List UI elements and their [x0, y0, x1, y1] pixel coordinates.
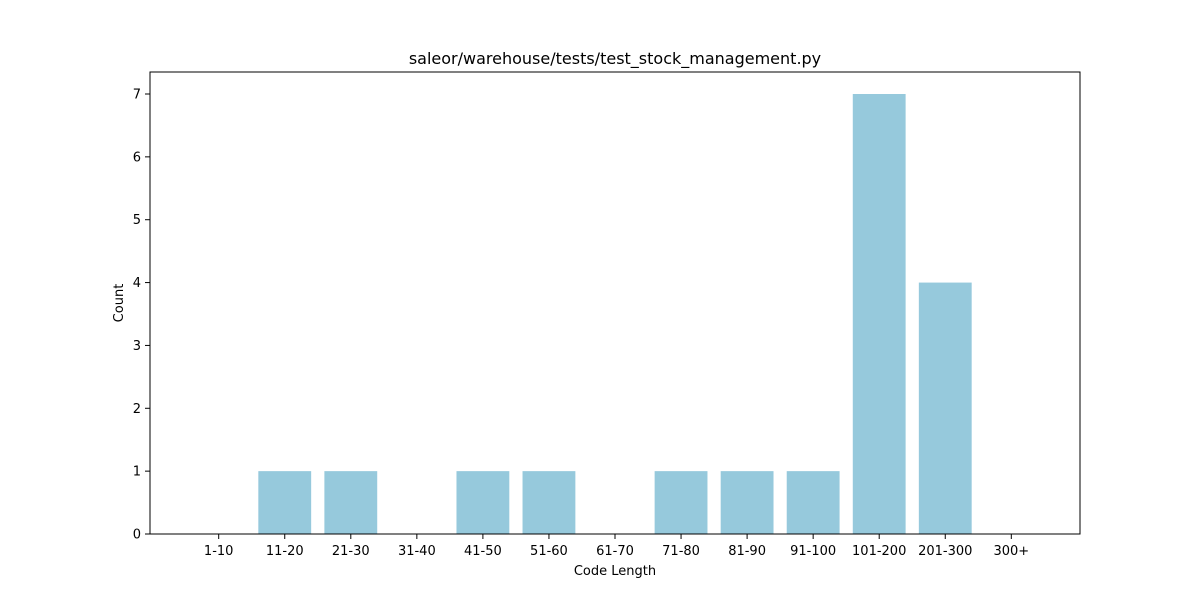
bars-layer: [258, 94, 972, 534]
x-tick-label: 21-30: [332, 544, 370, 559]
x-axis-label: Code Length: [574, 564, 656, 579]
x-tick-label: 51-60: [530, 544, 568, 559]
plot-frame: [149, 71, 1081, 535]
y-tick-label: 7: [133, 88, 141, 103]
bar-21-30: [324, 471, 378, 534]
chart-title: saleor/warehouse/tests/test_stock_manage…: [409, 49, 821, 69]
y-axis-ticks: 0 1 2 3 4 5 6 7: [133, 88, 150, 543]
y-tick-label: 3: [133, 339, 141, 354]
y-axis-label: Count: [112, 284, 127, 323]
bar-201-300: [918, 282, 972, 534]
y-tick-label: 2: [133, 402, 141, 417]
bar-91-100: [786, 471, 840, 534]
x-tick-label: 61-70: [596, 544, 634, 559]
x-tick-label: 300+: [993, 544, 1029, 559]
x-tick-label: 201-300: [918, 544, 972, 559]
y-tick-label: 5: [133, 213, 141, 228]
bar-51-60: [522, 471, 576, 534]
x-tick-label: 1-10: [204, 544, 234, 559]
x-tick-label: 81-90: [728, 544, 766, 559]
x-tick-label: 71-80: [662, 544, 700, 559]
x-tick-label: 101-200: [852, 544, 906, 559]
bar-11-20: [258, 471, 312, 534]
y-tick-label: 6: [133, 150, 141, 165]
bar-101-200: [852, 94, 906, 534]
x-tick-label: 31-40: [398, 544, 436, 559]
bar-41-50: [456, 471, 510, 534]
bar-71-80: [654, 471, 708, 534]
y-tick-label: 4: [133, 276, 141, 291]
x-tick-label: 91-100: [790, 544, 836, 559]
bar-81-90: [720, 471, 774, 534]
x-axis-ticks: 1-10 11-20 21-30 31-40 41-50 51-60 61-70 71-80 8…: [204, 534, 1029, 559]
y-tick-label: 1: [133, 465, 141, 480]
x-tick-label: 11-20: [266, 544, 304, 559]
x-tick-label: 41-50: [464, 544, 502, 559]
y-tick-label: 0: [133, 528, 141, 543]
